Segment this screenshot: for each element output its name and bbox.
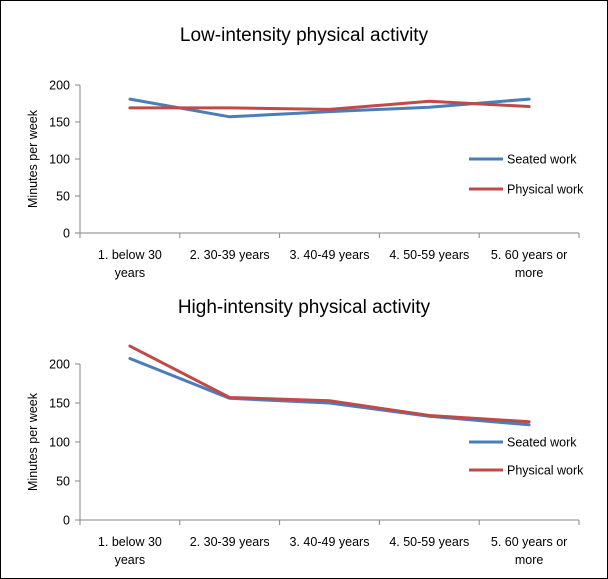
y-axis-title: Minutes per week xyxy=(26,392,40,491)
x-tick-label: 5. 60 years or more xyxy=(491,535,567,567)
x-tick-label-line: more xyxy=(515,266,544,280)
chart-panel-2: High-intensity physical activity Minutes … xyxy=(26,297,584,567)
y-tick-label: 150 xyxy=(49,397,70,411)
legend-label-physical-work: Physical work xyxy=(507,464,584,478)
y-axis-title: Minutes per week xyxy=(26,109,40,208)
x-tick-label-line: 2. 30-39 years xyxy=(190,535,270,549)
series-line-seated-work xyxy=(128,357,531,427)
x-tick-label-line: 3. 40-49 years xyxy=(290,248,370,262)
y-tick-label: 200 xyxy=(49,358,70,372)
x-tick-label-line: 1. below 30 xyxy=(98,248,162,262)
legend-label-seated-work: Seated work xyxy=(507,436,577,450)
x-tick-label-line: 5. 60 years or xyxy=(491,535,567,549)
x-tick-label-line: 2. 30-39 years xyxy=(190,248,270,262)
x-tick-label-line: 4. 50-59 years xyxy=(389,535,469,549)
x-tick-label-line: more xyxy=(515,553,544,567)
chart-title: Low-intensity physical activity xyxy=(180,25,429,46)
chart-title: High-intensity physical activity xyxy=(178,297,431,318)
x-tick-label: 4. 50-59 years xyxy=(389,248,469,262)
x-tick-label: 5. 60 years or more xyxy=(491,248,567,280)
series-line-physical-work xyxy=(128,344,531,424)
series-line-physical-work xyxy=(128,99,531,111)
x-tick-label-line: 4. 50-59 years xyxy=(389,248,469,262)
y-tick-label: 100 xyxy=(49,436,70,450)
x-tick-label-line: years xyxy=(115,553,146,567)
y-tick-label: 0 xyxy=(63,514,70,528)
x-tick-label: 1. below 30 years xyxy=(98,248,162,280)
x-tick-label: 1. below 30 years xyxy=(98,535,162,567)
y-tick-label: 0 xyxy=(63,227,70,241)
x-tick-label: 4. 50-59 years xyxy=(389,535,469,549)
legend-label-seated-work: Seated work xyxy=(507,153,577,167)
y-tick-label: 100 xyxy=(49,153,70,167)
y-tick-label: 200 xyxy=(49,79,70,93)
x-tick-label-line: 5. 60 years or xyxy=(491,248,567,262)
x-tick-label: 3. 40-49 years xyxy=(290,248,370,262)
x-tick-label: 3. 40-49 years xyxy=(290,535,370,549)
x-tick-label: 2. 30-39 years xyxy=(190,248,270,262)
y-tick-label: 50 xyxy=(56,475,70,489)
chart-panel-1: Low-intensity physical activity Minutes p… xyxy=(26,25,584,280)
x-tick-label: 2. 30-39 years xyxy=(190,535,270,549)
y-tick-label: 50 xyxy=(56,190,70,204)
y-tick-label: 150 xyxy=(49,116,70,130)
x-tick-label-line: 1. below 30 xyxy=(98,535,162,549)
x-tick-label-line: 3. 40-49 years xyxy=(290,535,370,549)
legend-label-physical-work: Physical work xyxy=(507,183,584,197)
x-tick-label-line: years xyxy=(115,266,146,280)
